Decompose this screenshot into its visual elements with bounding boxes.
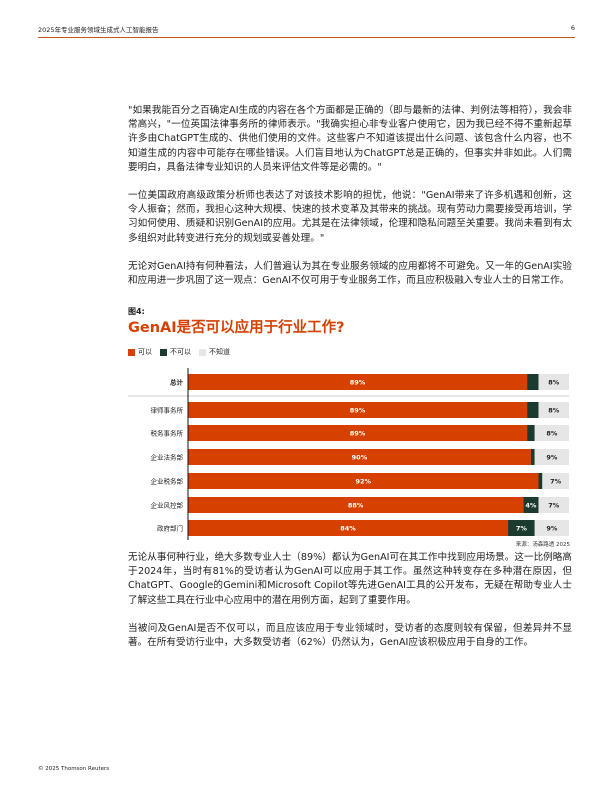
legend-item-yes: 可以 [128, 347, 152, 357]
category-label: 税务事务所 [151, 429, 184, 438]
category-label: 律师事务所 [151, 406, 184, 415]
data-label: 4% [525, 502, 537, 510]
data-label: 8% [546, 430, 558, 438]
data-label: 8% [548, 407, 560, 415]
data-label: 92% [355, 478, 371, 486]
bar-segment [538, 497, 569, 513]
bar-segment [542, 473, 569, 489]
bar-segment [188, 520, 509, 536]
bar-segment [188, 374, 528, 390]
bar-segment [188, 402, 528, 418]
bar-segment [188, 449, 531, 465]
bar-segment [527, 374, 539, 390]
bar-segment [527, 425, 535, 441]
category-label: 总计 [170, 378, 184, 387]
data-label: 9% [546, 454, 558, 462]
paragraph-should-apply: 当被问及GenAI是否不仅可以，而且应该应用于专业领域时，受访者的态度则较有保留… [128, 622, 572, 649]
data-label: 7% [550, 478, 562, 486]
data-label: 89% [350, 379, 366, 387]
page-header: 2025年专业服务领域生成式人工智能报告 6 [38, 22, 575, 38]
figure-label: 图4: [128, 307, 145, 316]
report-title: 2025年专业服务领域生成式人工智能报告 [38, 26, 159, 34]
legend-item-unknown: 不知道 [199, 347, 230, 357]
bar-segment [188, 425, 528, 441]
category-label: 企业风控部 [151, 501, 184, 510]
legend-label: 可以 [138, 348, 152, 356]
data-label: 8% [548, 379, 560, 387]
category-label: 企业税务部 [151, 477, 184, 486]
figure-title: GenAI是否可以应用于行业工作? [128, 320, 345, 336]
legend-item-no: 不可以 [160, 347, 191, 357]
bar-segment [530, 449, 535, 465]
data-label: 7% [548, 502, 560, 510]
bar-segment [188, 473, 539, 489]
data-label: 84% [340, 525, 356, 533]
category-label: 政府部门 [157, 524, 183, 533]
body-top: "如果我能百分之百确定AI生成的内容在各个方面都是正确的（即与最新的法律、判例法… [128, 104, 572, 288]
paragraph-quote-us: 一位美国政府高级政策分析师也表达了对该技术影响的担忧，他说："GenAI带来了许… [128, 190, 572, 244]
data-label: 7% [516, 525, 528, 533]
chart-source: 来源：汤森路透 2025 [515, 542, 570, 548]
data-label: 90% [352, 454, 368, 462]
bar-segment [538, 402, 569, 418]
page-number: 6 [570, 24, 575, 32]
body-bottom: 无论从事何种行业，绝大多数专业人士（89%）都认为GenAI可在其工作中找到应用… [128, 551, 572, 650]
bar-segment [188, 497, 524, 513]
footer-copyright: © 2025 Thomson Reuters [38, 766, 110, 772]
bar-segment [538, 473, 543, 489]
bar-segment [508, 520, 535, 536]
legend-label: 不知道 [209, 348, 230, 356]
bar-segment [534, 425, 569, 441]
paragraph-quote-uk: "如果我能百分之百确定AI生成的内容在各个方面都是正确的（即与最新的法律、判例法… [128, 105, 572, 173]
data-label: 88% [348, 502, 364, 510]
paragraph-industry: 无论从事何种行业，绝大多数专业人士（89%）都认为GenAI可在其工作中找到应用… [128, 552, 572, 606]
stacked-bar-chart: 总计 89% 8% 律师事务所 89% 8% 税务事务所 89% 8% 企业法务部 90% 9% 企业税… [128, 368, 569, 540]
bar-segment [534, 520, 569, 536]
chart-legend: 可以 不可以 不知道 [128, 347, 230, 357]
category-label: 企业法务部 [151, 453, 184, 462]
bar-segment [538, 374, 569, 390]
bar-segment [527, 402, 539, 418]
data-label: 9% [546, 525, 558, 533]
bar-segment [534, 449, 569, 465]
data-label: 89% [350, 407, 366, 415]
bar-segment [523, 497, 539, 513]
legend-label: 不可以 [170, 348, 191, 356]
data-label: 89% [350, 430, 366, 438]
paragraph-consensus: 无论对GenAI持有何种看法，人们普遍认为其在专业服务领域的应用都将不可避免。又… [128, 260, 572, 287]
